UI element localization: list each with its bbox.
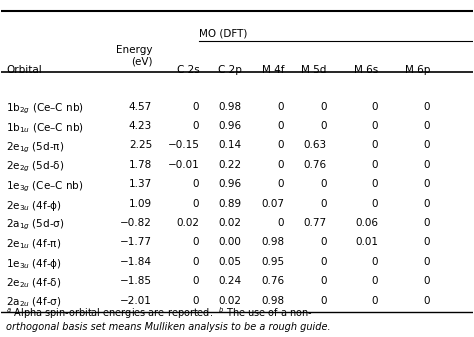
Text: 0: 0 [424,237,430,247]
Text: 0.77: 0.77 [303,218,327,228]
Text: 0: 0 [372,198,378,209]
Text: 0: 0 [424,102,430,112]
Text: 0: 0 [372,179,378,189]
Text: 0: 0 [278,160,284,170]
Text: 0: 0 [193,257,199,267]
Text: 0: 0 [424,198,430,209]
Text: 2e$_{1u}$ (4f-π): 2e$_{1u}$ (4f-π) [6,237,62,251]
Text: 0: 0 [320,102,327,112]
Text: 0: 0 [424,218,430,228]
Text: 2a$_{1g}$ (5d-σ): 2a$_{1g}$ (5d-σ) [6,218,64,233]
Text: −1.77: −1.77 [120,237,152,247]
Text: M 6p: M 6p [405,65,430,75]
Text: −0.82: −0.82 [120,218,152,228]
Text: orthogonal basis set means Mulliken analysis to be a rough guide.: orthogonal basis set means Mulliken anal… [6,322,331,332]
Text: −0.01: −0.01 [167,160,199,170]
Text: 1.09: 1.09 [129,198,152,209]
Text: −1.85: −1.85 [120,276,152,286]
Text: 2e$_{2g}$ (5d-δ): 2e$_{2g}$ (5d-δ) [6,160,64,174]
Text: 0: 0 [424,160,430,170]
Text: 0: 0 [372,141,378,150]
Text: 0: 0 [193,179,199,189]
Text: 0.76: 0.76 [303,160,327,170]
Text: 0.01: 0.01 [356,237,378,247]
Text: 1e$_{3u}$ (4f-ϕ): 1e$_{3u}$ (4f-ϕ) [6,257,62,271]
Text: 0: 0 [424,276,430,286]
Text: 0.05: 0.05 [219,257,242,267]
Text: 0.98: 0.98 [261,237,284,247]
Text: 0: 0 [372,257,378,267]
Text: 0.95: 0.95 [261,257,284,267]
Text: MO (DFT): MO (DFT) [199,28,248,38]
Text: 0.02: 0.02 [219,296,242,306]
Text: 0: 0 [372,121,378,131]
Text: −1.84: −1.84 [120,257,152,267]
Text: 0: 0 [278,218,284,228]
Text: 4.57: 4.57 [129,102,152,112]
Text: 0.02: 0.02 [219,218,242,228]
Text: 0.07: 0.07 [261,198,284,209]
Text: M 6s: M 6s [354,65,378,75]
Text: 0.00: 0.00 [219,237,242,247]
Text: −2.01: −2.01 [120,296,152,306]
Text: 1.78: 1.78 [129,160,152,170]
Text: 0.76: 0.76 [261,276,284,286]
Text: 0: 0 [320,296,327,306]
Text: 1e$_{3g}$ (Ce–C nb): 1e$_{3g}$ (Ce–C nb) [6,179,84,193]
Text: 0: 0 [424,141,430,150]
Text: 0: 0 [372,102,378,112]
Text: C 2s: C 2s [176,65,199,75]
Text: 0.06: 0.06 [356,218,378,228]
Text: 1.37: 1.37 [129,179,152,189]
Text: −0.15: −0.15 [167,141,199,150]
Text: 0.22: 0.22 [219,160,242,170]
Text: 0.98: 0.98 [261,296,284,306]
Text: 0.96: 0.96 [219,121,242,131]
Text: 0: 0 [372,276,378,286]
Text: 2e$_{1g}$ (5d-π): 2e$_{1g}$ (5d-π) [6,141,64,155]
Text: 0: 0 [320,276,327,286]
Text: 1b$_{2g}$ (Ce–C nb): 1b$_{2g}$ (Ce–C nb) [6,102,84,116]
Text: 0: 0 [193,198,199,209]
Text: 0: 0 [424,121,430,131]
Text: 0: 0 [320,257,327,267]
Text: 0: 0 [372,160,378,170]
Text: 0.89: 0.89 [219,198,242,209]
Text: 0.02: 0.02 [176,218,199,228]
Text: 0: 0 [320,198,327,209]
Text: M 5d: M 5d [301,65,327,75]
Text: 0: 0 [193,121,199,131]
Text: 0: 0 [424,179,430,189]
Text: 0: 0 [320,237,327,247]
Text: 0: 0 [193,237,199,247]
Text: 2a$_{2u}$ (4f-σ): 2a$_{2u}$ (4f-σ) [6,296,62,309]
Text: 0.63: 0.63 [303,141,327,150]
Text: 0: 0 [372,296,378,306]
Text: 1b$_{1u}$ (Ce–C nb): 1b$_{1u}$ (Ce–C nb) [6,121,84,135]
Text: 0.98: 0.98 [219,102,242,112]
Text: Energy
(eV): Energy (eV) [116,45,152,66]
Text: 0: 0 [424,296,430,306]
Text: 0.14: 0.14 [219,141,242,150]
Text: 0: 0 [193,102,199,112]
Text: M 4f: M 4f [262,65,284,75]
Text: 0: 0 [278,141,284,150]
Text: 4.23: 4.23 [129,121,152,131]
Text: 0: 0 [278,121,284,131]
Text: $^{a}$ Alpha spin-orbital energies are reported.  $^{b}$ The use of a non-: $^{a}$ Alpha spin-orbital energies are r… [6,306,313,321]
Text: 2e$_{3u}$ (4f-ϕ): 2e$_{3u}$ (4f-ϕ) [6,198,62,213]
Text: Orbital: Orbital [6,65,42,75]
Text: 0.24: 0.24 [219,276,242,286]
Text: C 2p: C 2p [218,65,242,75]
Text: 0: 0 [424,257,430,267]
Text: 2e$_{2u}$ (4f-δ): 2e$_{2u}$ (4f-δ) [6,276,62,290]
Text: 0: 0 [320,121,327,131]
Text: 2.25: 2.25 [129,141,152,150]
Text: 0: 0 [278,179,284,189]
Text: 0.96: 0.96 [219,179,242,189]
Text: 0: 0 [278,102,284,112]
Text: 0: 0 [193,296,199,306]
Text: 0: 0 [320,179,327,189]
Text: 0: 0 [193,276,199,286]
